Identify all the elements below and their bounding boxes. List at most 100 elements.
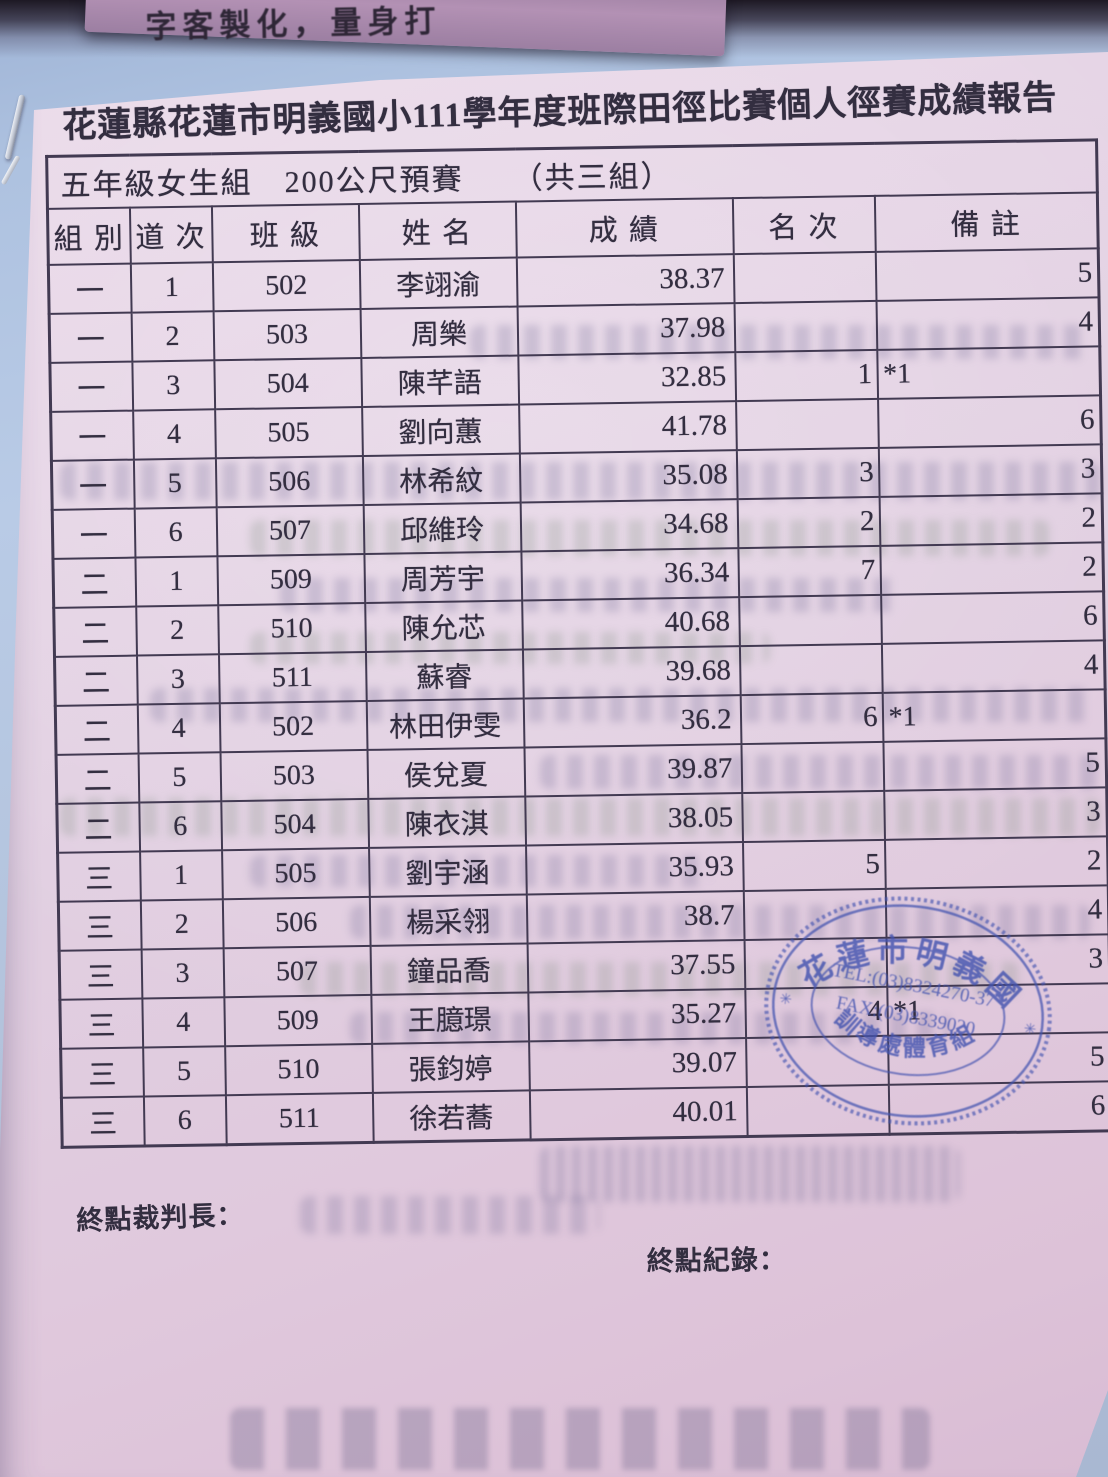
heat-place: 3: [1085, 795, 1101, 828]
heat-place: 6: [1090, 1089, 1106, 1122]
note-cell: 6: [880, 591, 1105, 644]
class-cell: 507: [216, 504, 364, 557]
lane-cell: 5: [133, 458, 217, 509]
finish-judge-label: 終點裁判長：: [75, 1199, 245, 1237]
heat-place: 2: [1086, 844, 1102, 877]
name-cell: 蘇睿: [365, 649, 524, 701]
heat-place: 2: [1082, 550, 1098, 583]
group-cell: 二: [56, 753, 139, 804]
note-cell: 2: [879, 493, 1103, 546]
group-cell: 三: [59, 998, 143, 1049]
group-cell: 二: [52, 557, 136, 608]
name-cell: 王臆璟: [370, 992, 529, 1044]
rank-cell: 6: [740, 692, 883, 745]
stamp-flower-icon: ✳: [778, 991, 793, 1008]
class-cell: 506: [222, 896, 371, 949]
note-cell: 2: [884, 836, 1108, 889]
heat-place: 2: [1081, 501, 1097, 534]
lane-cell: 5: [138, 752, 221, 803]
class-cell: 507: [223, 945, 371, 998]
time-cell: 37.98: [517, 303, 735, 356]
note-cell: 3: [883, 787, 1108, 840]
stamp-outer-scallop: [764, 896, 1052, 1126]
group-cell: 二: [53, 606, 137, 657]
lane-cell: 6: [134, 507, 217, 558]
name-cell: 陳衣淇: [367, 796, 526, 848]
heat-place: 4: [1078, 305, 1094, 338]
lane-cell: 1: [134, 556, 218, 607]
column-header: 班 級: [211, 204, 360, 263]
group-cell: 一: [48, 263, 132, 314]
class-cell: 504: [213, 358, 362, 410]
note-cell: *1: [882, 689, 1106, 742]
lane-cell: 4: [141, 997, 225, 1048]
rank-cell: 7: [737, 545, 881, 598]
column-header: 道 次: [129, 206, 213, 264]
group-cell: 一: [52, 508, 135, 559]
column-header: 備 註: [874, 192, 1099, 252]
note-cell: 4: [876, 297, 1100, 350]
heat-place: 5: [1089, 1040, 1105, 1073]
page-title: 花蓮縣花蓮市明義國小111學年度班際田徑比賽個人徑賽成績報告: [61, 79, 1058, 146]
time-cell: 39.68: [522, 646, 741, 699]
group-cell: 三: [58, 900, 142, 951]
svg-text:花蓮市明義國: 花蓮市明義國: [790, 918, 1036, 1021]
name-cell: 周樂: [360, 306, 518, 359]
time-cell: 38.05: [524, 793, 743, 846]
class-cell: 510: [217, 602, 366, 655]
time-cell: 35.08: [519, 450, 738, 503]
class-cell: 503: [213, 309, 361, 361]
class-cell: 505: [214, 407, 363, 459]
rank-cell: [734, 300, 877, 353]
group-cell: 三: [57, 851, 141, 902]
rank-cell: [739, 643, 883, 696]
name-cell: 周芳宇: [363, 551, 522, 603]
school-stamp: 花蓮市明義國 訓導處體育組 TEL:(03)8324270-37 FAX:(03…: [764, 896, 1052, 1126]
name-cell: 鐘品喬: [370, 943, 528, 995]
lane-cell: 5: [142, 1046, 226, 1097]
column-header: 組 別: [47, 207, 131, 265]
class-cell: 505: [221, 847, 370, 900]
heat-place: 4: [1083, 648, 1099, 681]
name-cell: 邱維玲: [363, 502, 521, 554]
lane-cell: 3: [136, 654, 220, 705]
time-cell: 38.37: [516, 254, 735, 307]
time-cell: 40.68: [521, 597, 740, 650]
group-cell: 一: [49, 312, 132, 363]
name-cell: 劉向蕙: [361, 404, 520, 456]
stamp-inner-ring: [810, 945, 1006, 1077]
lane-cell: 1: [139, 850, 223, 901]
group-cell: 一: [51, 459, 135, 510]
group-cell: 三: [59, 949, 142, 1000]
name-cell: 張鈞婷: [371, 1041, 530, 1093]
group-cell: 一: [49, 361, 133, 412]
lane-cell: 6: [143, 1095, 227, 1147]
heat-place: 5: [1077, 256, 1093, 289]
rank-cell: [741, 790, 885, 843]
name-cell: 林田伊雯: [366, 698, 524, 750]
note-mark: *1: [882, 357, 912, 390]
time-cell: 39.87: [523, 744, 742, 797]
class-cell: 511: [225, 1092, 374, 1145]
stamp-flower-icon: ✳: [1023, 1021, 1038, 1038]
note-cell: 2: [879, 542, 1104, 595]
lane-cell: 4: [137, 703, 221, 754]
lane-cell: 2: [135, 605, 219, 656]
name-cell: 陳芊語: [360, 355, 519, 408]
time-cell: 35.93: [525, 842, 744, 895]
lane-cell: 2: [131, 311, 214, 362]
class-cell: 506: [215, 455, 364, 508]
note-cell: *1: [876, 346, 1101, 399]
name-cell: 李翊渝: [359, 257, 518, 310]
finish-recorder-label: 終點紀錄：: [646, 1244, 787, 1277]
note-cell: 5: [875, 248, 1100, 301]
group-cell: 三: [60, 1047, 144, 1098]
lane-cell: 2: [140, 899, 224, 950]
time-cell: 36.34: [520, 548, 739, 601]
rank-cell: 2: [737, 496, 880, 549]
lane-cell: 1: [130, 262, 214, 313]
note-cell: 6: [877, 395, 1102, 448]
note-cell: 5: [882, 738, 1107, 791]
